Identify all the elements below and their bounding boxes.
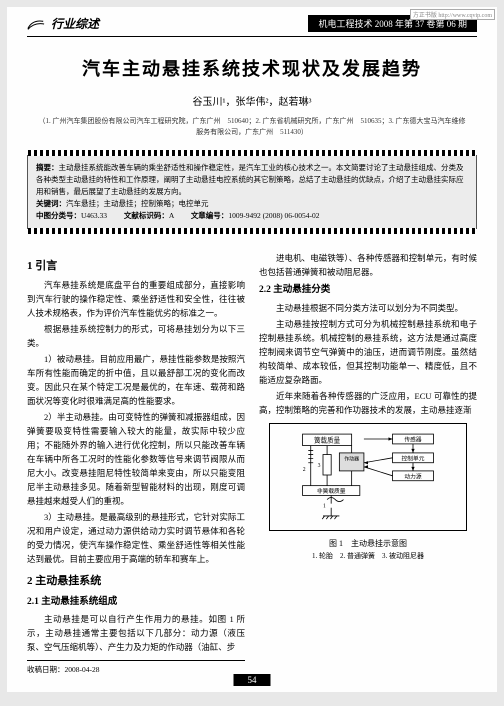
section-2-1-heading: 2.1 主动悬挂系统组成 <box>27 595 245 611</box>
section-1-heading: 1 引言 <box>27 257 245 275</box>
para: 汽车悬挂系统是底盘平台的重要组成部分，直接影响到汽车行驶的操作稳定性、乘坐舒适性… <box>27 278 245 320</box>
para: 近年来随着各种传感器的广泛应用，ECU 可靠性的提高，控制策略的完善和作功器技术… <box>259 389 477 417</box>
right-column: 进电机、电磁铁等）、各种传感器和控制单元，有时候也包括普通弹簧和被动阻尼器。 2… <box>259 251 477 677</box>
received-date: 2008-04-28 <box>65 665 100 674</box>
label-unsprung: 非簧载质量 <box>317 487 346 495</box>
watermark: 方正书版 http://www.cqvip.com <box>410 9 495 20</box>
logo-icon <box>27 17 45 31</box>
keywords: 汽车悬挂；主动悬挂；控制策略；电控单元 <box>66 199 209 208</box>
label-ecu: 控制单元 <box>402 454 425 462</box>
abstract-box: 摘要：主动悬挂系统能改善车辆的乘坐舒适性和操作稳定性，是汽车工业的核心技术之一。… <box>27 155 477 229</box>
label-spring-mass: 簧载质量 <box>314 435 341 444</box>
article-id-label: 文章编号： <box>191 211 229 220</box>
para: 1）被动悬挂。目前应用最广，悬挂性能参数是按照汽车所有性能而确定的折中值，且以最… <box>27 352 245 408</box>
clc-label: 中图分类号： <box>36 211 81 220</box>
affiliations: （1. 广州汽车集团股份有限公司汽车工程研究院，广东广州 510640；2. 广… <box>7 116 497 147</box>
doc-code-label: 文献标识码： <box>124 211 169 220</box>
figure-1: 簧载质量 传感器 控制单元 动力源 2 3 作动器 <box>269 423 467 532</box>
received-line: 收稿日期：2008-04-28 <box>27 660 245 676</box>
figure-1-caption: 图 1 主动悬挂示意图 <box>259 537 477 550</box>
para: 主动悬挂根据不同分类方法可以划分为不同类型。 <box>259 301 477 315</box>
para: 主动悬挂按控制方式可分为机械控制悬挂系统和电子控制悬挂系统。机械控制的悬挂系统，… <box>259 317 477 387</box>
para: 2）半主动悬挂。由可变特性的弹簧和减振器组成，因弹簧要吸变特性需要输入较大的能量… <box>27 410 245 508</box>
film-strip-bottom <box>28 228 476 234</box>
label-power: 动力源 <box>404 472 421 480</box>
label-num1: 1 <box>323 504 326 510</box>
abstract-label: 摘要： <box>36 163 59 172</box>
para: 根据悬挂系统控制力的形式，可将悬挂划分为以下三类。 <box>27 322 245 350</box>
para: 进电机、电磁铁等）、各种传感器和控制单元，有时候也包括普通弹簧和被动阻尼器。 <box>259 251 477 279</box>
received-label: 收稿日期： <box>27 665 65 674</box>
authors: 谷玉川¹，张华伟²，赵若琳³ <box>7 93 497 116</box>
category-label: 行业综述 <box>51 15 99 32</box>
page-number: 54 <box>234 674 271 686</box>
label-num2: 2 <box>303 467 306 473</box>
keywords-label: 关键词： <box>36 199 66 208</box>
section-2-heading: 2 主动悬挂系统 <box>27 572 245 590</box>
article-title: 汽车主动悬挂系统技术现状及发展趋势 <box>7 37 497 93</box>
left-column: 1 引言 汽车悬挂系统是底盘平台的重要组成部分，直接影响到汽车行驶的操作稳定性、… <box>27 251 245 677</box>
article-id: 1009-9492 (2008) 06-0054-02 <box>228 211 319 220</box>
film-strip-top <box>28 150 476 156</box>
clc: U463.33 <box>81 211 107 220</box>
figure-1-diagram: 簧载质量 传感器 控制单元 动力源 2 3 作动器 <box>276 430 460 520</box>
para: 3）主动悬挂。是最高级别的悬挂形式，它针对实际工况和用户设定，通过动力源供给动力… <box>27 510 245 566</box>
label-num3: 3 <box>318 463 321 469</box>
section-2-2-heading: 2.2 主动悬挂分类 <box>259 283 477 299</box>
para: 主动悬挂是可以自行产生作用力的悬挂。如图 1 所示，主动悬挂通常主要包括以下几部… <box>27 612 245 654</box>
body-columns: 1 引言 汽车悬挂系统是底盘平台的重要组成部分，直接影响到汽车行驶的操作稳定性、… <box>7 237 497 677</box>
label-sensor: 传感器 <box>404 435 421 443</box>
abstract-text: 主动悬挂系统能改善车辆的乘坐舒适性和操作稳定性，是汽车工业的核心技术之一。本文简… <box>36 163 464 196</box>
doc-code: A <box>169 211 174 220</box>
figure-1-legend: 1. 轮胎 2. 普通弹簧 3. 被动阻尼器 <box>259 551 477 563</box>
